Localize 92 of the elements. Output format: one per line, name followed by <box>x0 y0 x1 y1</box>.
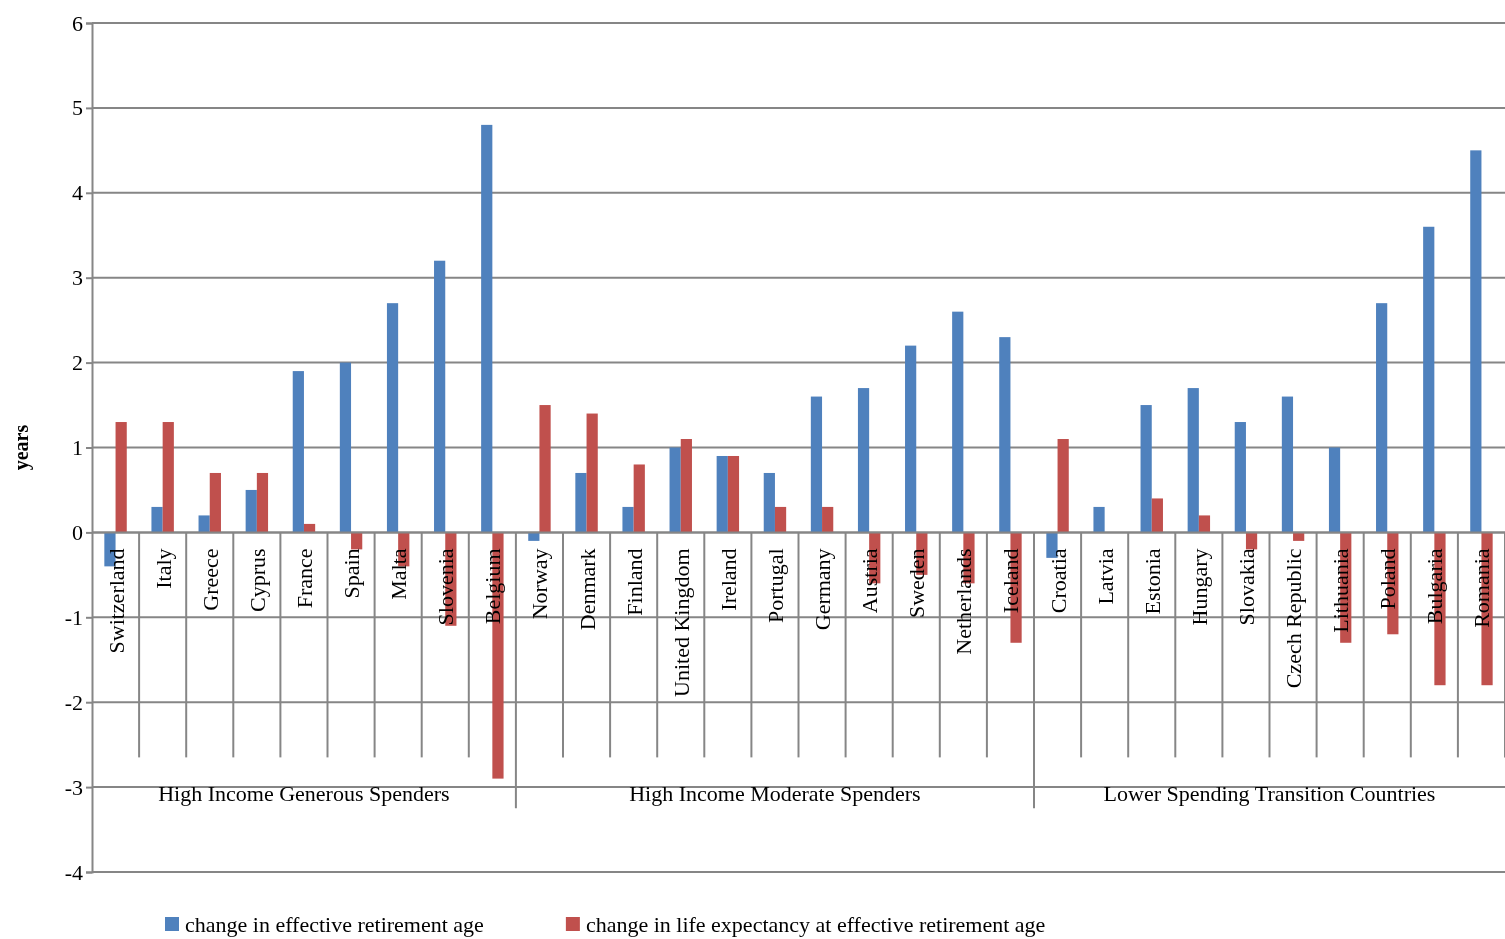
bar <box>1151 498 1163 533</box>
bar <box>528 532 540 541</box>
x-tick-label: Malta <box>386 548 412 600</box>
bar <box>622 506 634 533</box>
bar <box>727 455 740 533</box>
y-tick-label: -4 <box>64 859 83 885</box>
y-tick-label: -1 <box>64 604 83 630</box>
annotation: High Income Moderate Spenders <box>629 781 921 807</box>
x-tick-label: Romania <box>1469 548 1495 628</box>
bar <box>256 472 269 533</box>
bar <box>162 422 174 533</box>
annotation: High Income Generous Spenders <box>158 781 450 807</box>
bar <box>1470 150 1482 533</box>
y-tick-label: 0 <box>72 519 83 545</box>
bar <box>905 345 917 533</box>
bar <box>481 124 493 533</box>
legend-label: change in life expectancy at effective retirement age <box>585 912 1046 937</box>
x-tick-label: Italy <box>150 548 176 589</box>
bar <box>952 311 964 533</box>
y-tick-label: 1 <box>72 435 83 461</box>
bar <box>1328 447 1341 533</box>
bar <box>351 532 363 550</box>
bar <box>1245 532 1258 550</box>
y-tick-label: 6 <box>72 10 83 36</box>
bar <box>198 515 210 533</box>
bar <box>1187 388 1199 533</box>
bar <box>339 362 352 533</box>
x-tick-label: Sweden <box>904 548 930 619</box>
x-tick-label: Netherlands <box>951 548 977 655</box>
bar <box>245 489 257 533</box>
bar <box>1281 396 1294 533</box>
x-tick-label: Estonia <box>1139 548 1165 615</box>
x-tick-label: Norway <box>527 548 553 620</box>
bar <box>669 447 681 533</box>
bar <box>774 506 787 533</box>
x-tick-label: Belgium <box>480 548 506 625</box>
bar <box>1198 515 1211 533</box>
x-tick-label: Germany <box>810 548 836 631</box>
bar <box>680 439 692 533</box>
x-tick-label: Hungary <box>1186 548 1212 626</box>
x-tick-label: Portugal <box>762 548 788 623</box>
x-tick-label: France <box>291 548 317 609</box>
bar <box>763 472 775 533</box>
x-tick-label: United Kingdom <box>668 548 694 697</box>
bar <box>810 396 823 533</box>
bar <box>716 455 728 533</box>
bar <box>1093 506 1105 533</box>
bar <box>1423 226 1435 533</box>
bar <box>434 260 446 533</box>
x-tick-label: Greece <box>197 548 223 611</box>
bar <box>575 472 587 533</box>
bar <box>633 464 645 533</box>
bar <box>1057 439 1069 533</box>
y-tick-label: 3 <box>72 265 83 291</box>
bar <box>1140 405 1152 533</box>
x-tick-label: Iceland <box>998 548 1024 614</box>
x-tick-label: Slovakia <box>1233 548 1259 626</box>
annotation: Lower Spending Transition Countries <box>1103 781 1436 807</box>
bar <box>1376 303 1388 533</box>
x-tick-label: Cyprus <box>244 548 270 612</box>
bar <box>386 303 399 533</box>
bar <box>539 405 551 533</box>
bar <box>857 388 870 533</box>
x-tick-label: Finland <box>621 548 647 616</box>
bar <box>999 337 1011 533</box>
x-tick-label: Croatia <box>1045 548 1071 614</box>
x-tick-label: Ireland <box>715 548 741 611</box>
x-tick-label: Latvia <box>1092 548 1118 605</box>
bar <box>586 413 598 533</box>
x-tick-label: Denmark <box>574 548 600 631</box>
bar <box>1234 422 1246 533</box>
x-tick-label: Lithuania <box>1328 548 1354 633</box>
bar <box>822 506 834 533</box>
bar <box>1293 532 1305 541</box>
y-tick-label: -2 <box>64 689 83 715</box>
bar <box>151 506 163 533</box>
x-tick-label: Spain <box>339 548 365 599</box>
x-tick-label: Poland <box>1375 548 1401 610</box>
y-tick-label: 5 <box>72 95 83 121</box>
y-axis-title: years <box>10 424 33 471</box>
y-tick-label: -3 <box>64 774 83 800</box>
x-tick-label: Switzerland <box>103 548 129 654</box>
bar <box>115 422 127 533</box>
x-tick-label: Czech Republic <box>1281 548 1307 689</box>
y-tick-label: 4 <box>72 180 83 206</box>
legend-label: change in effective retirement age <box>185 912 484 937</box>
y-tick-label: 2 <box>72 350 83 376</box>
bar <box>209 472 221 533</box>
x-tick-label: Slovenia <box>433 548 459 626</box>
x-tick-label: Bulgaria <box>1422 548 1448 625</box>
x-tick-label: Austria <box>857 548 883 614</box>
bar <box>292 371 304 533</box>
